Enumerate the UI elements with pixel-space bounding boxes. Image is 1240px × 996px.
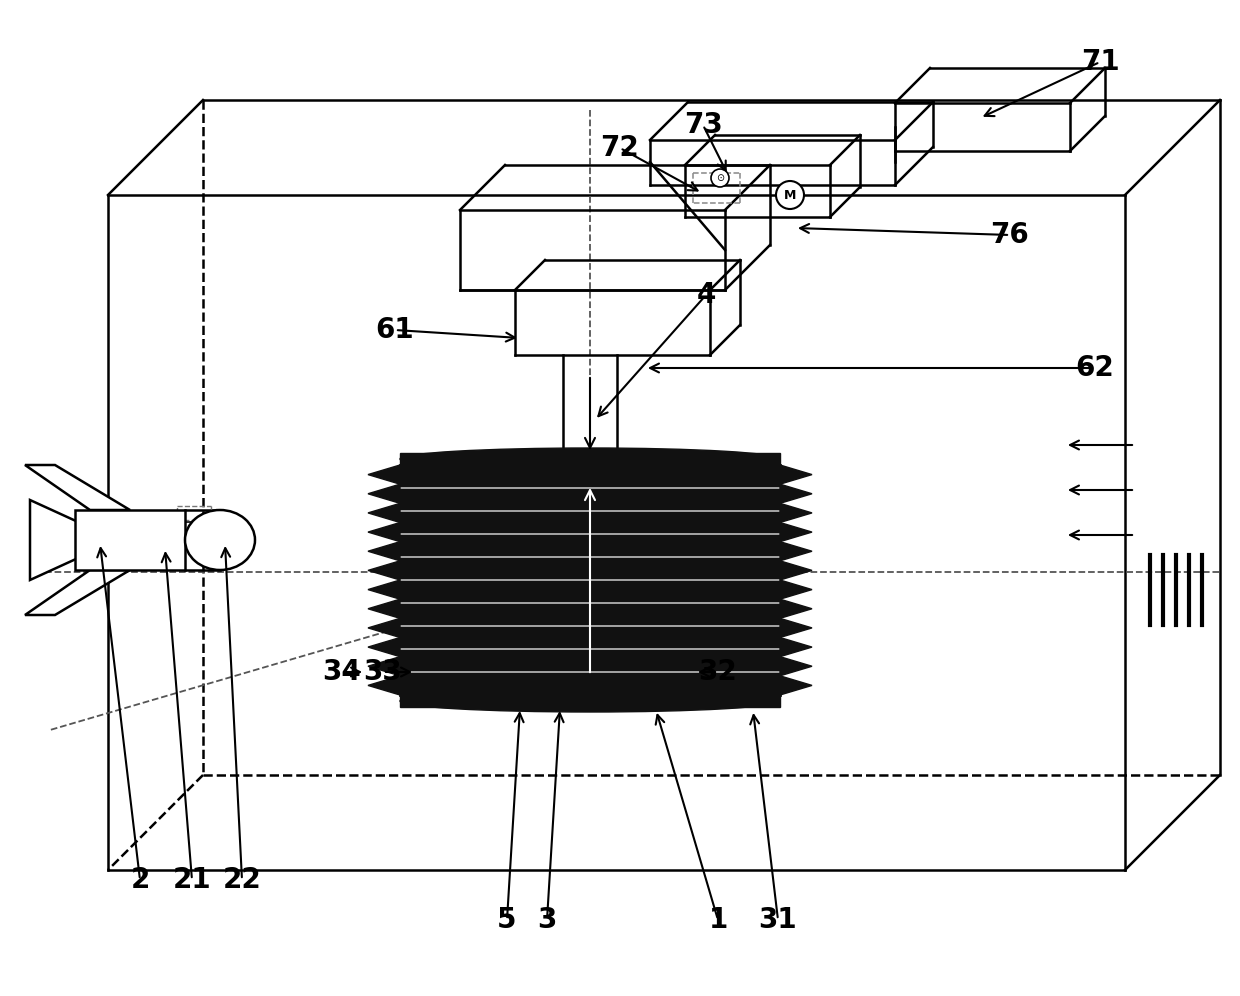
Text: 5: 5 bbox=[497, 906, 517, 934]
Ellipse shape bbox=[401, 690, 780, 712]
Polygon shape bbox=[780, 600, 812, 619]
Polygon shape bbox=[780, 523, 812, 542]
Polygon shape bbox=[780, 465, 812, 484]
Text: 33: 33 bbox=[363, 658, 402, 686]
Ellipse shape bbox=[401, 448, 780, 470]
Polygon shape bbox=[368, 503, 401, 523]
Text: 4: 4 bbox=[697, 281, 715, 309]
Polygon shape bbox=[25, 465, 130, 510]
Polygon shape bbox=[780, 580, 812, 600]
Text: 34: 34 bbox=[322, 658, 361, 686]
Ellipse shape bbox=[185, 510, 255, 570]
Text: 3: 3 bbox=[537, 906, 557, 934]
Text: 73: 73 bbox=[683, 111, 723, 139]
Text: 2: 2 bbox=[130, 866, 150, 894]
Text: 32: 32 bbox=[698, 658, 738, 686]
Text: 22: 22 bbox=[223, 866, 262, 894]
Polygon shape bbox=[780, 503, 812, 523]
Text: M: M bbox=[784, 188, 796, 201]
Polygon shape bbox=[780, 619, 812, 637]
Bar bbox=[401, 695, 780, 707]
Polygon shape bbox=[780, 484, 812, 503]
Polygon shape bbox=[780, 542, 812, 561]
Polygon shape bbox=[368, 600, 401, 619]
Text: 31: 31 bbox=[759, 906, 797, 934]
Bar bbox=[401, 453, 780, 465]
Polygon shape bbox=[368, 523, 401, 542]
Polygon shape bbox=[780, 637, 812, 656]
Text: 72: 72 bbox=[600, 134, 640, 162]
Bar bbox=[74, 510, 185, 570]
Text: 76: 76 bbox=[991, 221, 1029, 249]
Circle shape bbox=[776, 181, 804, 209]
Polygon shape bbox=[780, 561, 812, 580]
Text: 62: 62 bbox=[1075, 354, 1115, 382]
Polygon shape bbox=[368, 676, 401, 695]
Polygon shape bbox=[368, 484, 401, 503]
Text: 21: 21 bbox=[172, 866, 211, 894]
Polygon shape bbox=[368, 580, 401, 600]
Circle shape bbox=[711, 169, 729, 187]
Polygon shape bbox=[368, 656, 401, 676]
Polygon shape bbox=[780, 676, 812, 695]
Bar bbox=[401, 465, 780, 695]
Text: 71: 71 bbox=[1081, 48, 1120, 76]
Polygon shape bbox=[368, 465, 401, 484]
Polygon shape bbox=[780, 656, 812, 676]
Polygon shape bbox=[25, 570, 130, 615]
Polygon shape bbox=[368, 637, 401, 656]
Text: 61: 61 bbox=[376, 316, 414, 344]
Text: 1: 1 bbox=[708, 906, 728, 934]
Polygon shape bbox=[368, 561, 401, 580]
Polygon shape bbox=[30, 500, 100, 580]
Polygon shape bbox=[368, 542, 401, 561]
Text: ⊙: ⊙ bbox=[715, 173, 724, 183]
Polygon shape bbox=[368, 619, 401, 637]
